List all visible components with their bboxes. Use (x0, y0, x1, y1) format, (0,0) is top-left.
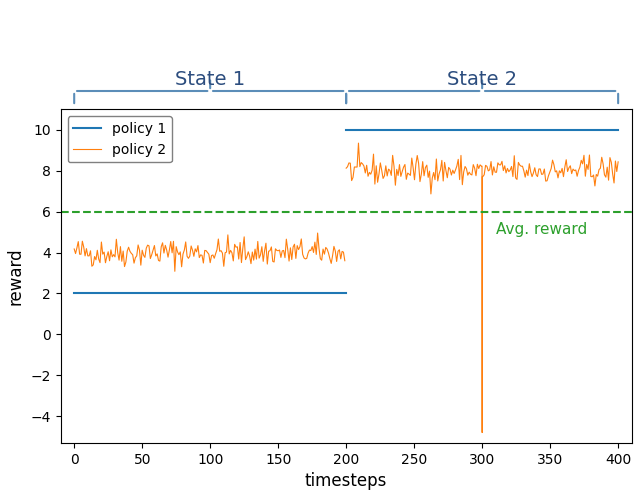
policy 2 (86, 248, 94, 254)
policy 2 (314, 230, 321, 236)
X-axis label: timesteps: timesteps (305, 472, 387, 490)
Text: State 1: State 1 (175, 71, 245, 89)
policy 2 (143, 245, 150, 251)
policy 2 (321, 251, 328, 257)
policy 1 (70, 290, 78, 296)
policy 2 (121, 263, 129, 269)
policy 2 (341, 258, 349, 264)
policy 2 (81, 253, 89, 259)
Text: Avg. reward: Avg. reward (496, 222, 587, 237)
policy 2 (330, 244, 338, 249)
policy 1 (342, 290, 350, 296)
policy 2 (171, 268, 179, 274)
Line: policy 2: policy 2 (74, 233, 345, 271)
Text: State 2: State 2 (447, 71, 517, 89)
Legend: policy 1, policy 2: policy 1, policy 2 (68, 116, 172, 163)
Y-axis label: reward: reward (7, 247, 25, 305)
policy 2 (70, 246, 78, 252)
